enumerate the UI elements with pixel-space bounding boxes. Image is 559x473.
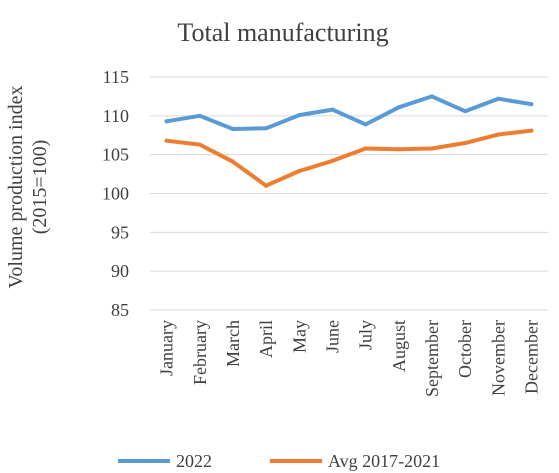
x-tick-label: December xyxy=(521,320,541,394)
data-point xyxy=(330,158,335,163)
x-tick-label: April xyxy=(256,320,276,358)
y-tick-label: 90 xyxy=(111,261,129,281)
y-tick-label: 100 xyxy=(102,184,129,204)
y-axis-label-line2: (2015=100) xyxy=(29,140,51,235)
data-point xyxy=(429,146,434,151)
data-point xyxy=(164,119,169,124)
legend-label: Avg 2017-2021 xyxy=(328,451,440,471)
y-axis-ticks: 85 90 95 100 105 110 115 xyxy=(102,67,129,320)
chart-title: Total manufacturing xyxy=(177,18,388,47)
series-lines xyxy=(164,94,534,188)
x-tick-label: February xyxy=(190,320,210,385)
series-line-1 xyxy=(164,94,534,131)
data-point xyxy=(363,122,368,127)
x-tick-label: March xyxy=(223,320,243,367)
data-point xyxy=(496,96,501,101)
data-point xyxy=(230,127,235,132)
data-point xyxy=(230,159,235,164)
data-point xyxy=(429,94,434,99)
data-point xyxy=(197,142,202,147)
legend: 2022 Avg 2017-2021 xyxy=(118,451,440,471)
data-point xyxy=(463,109,468,114)
legend-label: 2022 xyxy=(176,451,212,471)
x-tick-label: July xyxy=(356,320,376,350)
y-tick-label: 95 xyxy=(111,222,129,242)
data-point xyxy=(297,113,302,118)
x-tick-label: October xyxy=(455,320,475,378)
x-tick-label: August xyxy=(389,320,409,372)
data-point xyxy=(297,168,302,173)
data-point xyxy=(463,141,468,146)
data-point xyxy=(330,107,335,112)
y-axis-label-line1: Volume production index xyxy=(5,86,27,289)
x-tick-label: June xyxy=(322,320,342,353)
y-tick-label: 115 xyxy=(103,67,129,87)
x-tick-label: May xyxy=(289,320,309,353)
series-line-2 xyxy=(164,128,534,188)
y-tick-label: 85 xyxy=(111,300,129,320)
data-point xyxy=(396,105,401,110)
x-tick-label: January xyxy=(157,320,177,376)
y-axis-label: Volume production index (2015=100) xyxy=(5,86,51,289)
data-point xyxy=(529,102,534,107)
gridlines xyxy=(150,76,548,311)
data-point xyxy=(396,147,401,152)
data-point xyxy=(529,128,534,133)
data-point xyxy=(264,126,269,131)
data-point xyxy=(496,132,501,137)
x-tick-label: September xyxy=(422,320,442,397)
data-point xyxy=(164,138,169,143)
data-point xyxy=(197,113,202,118)
x-tick-label: November xyxy=(488,320,508,396)
y-tick-label: 110 xyxy=(103,106,129,126)
y-tick-label: 105 xyxy=(102,145,129,165)
data-point xyxy=(363,146,368,151)
data-point xyxy=(264,183,269,188)
x-axis-ticks: January February March April May June July Augu… xyxy=(157,320,542,397)
